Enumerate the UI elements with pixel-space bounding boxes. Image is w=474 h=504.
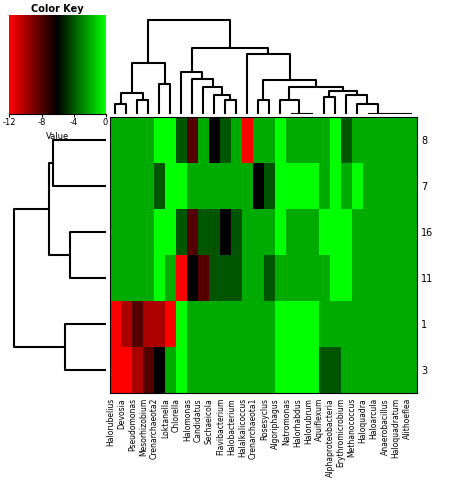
Title: Color Key: Color Key xyxy=(31,5,84,14)
X-axis label: Value: Value xyxy=(46,133,69,141)
